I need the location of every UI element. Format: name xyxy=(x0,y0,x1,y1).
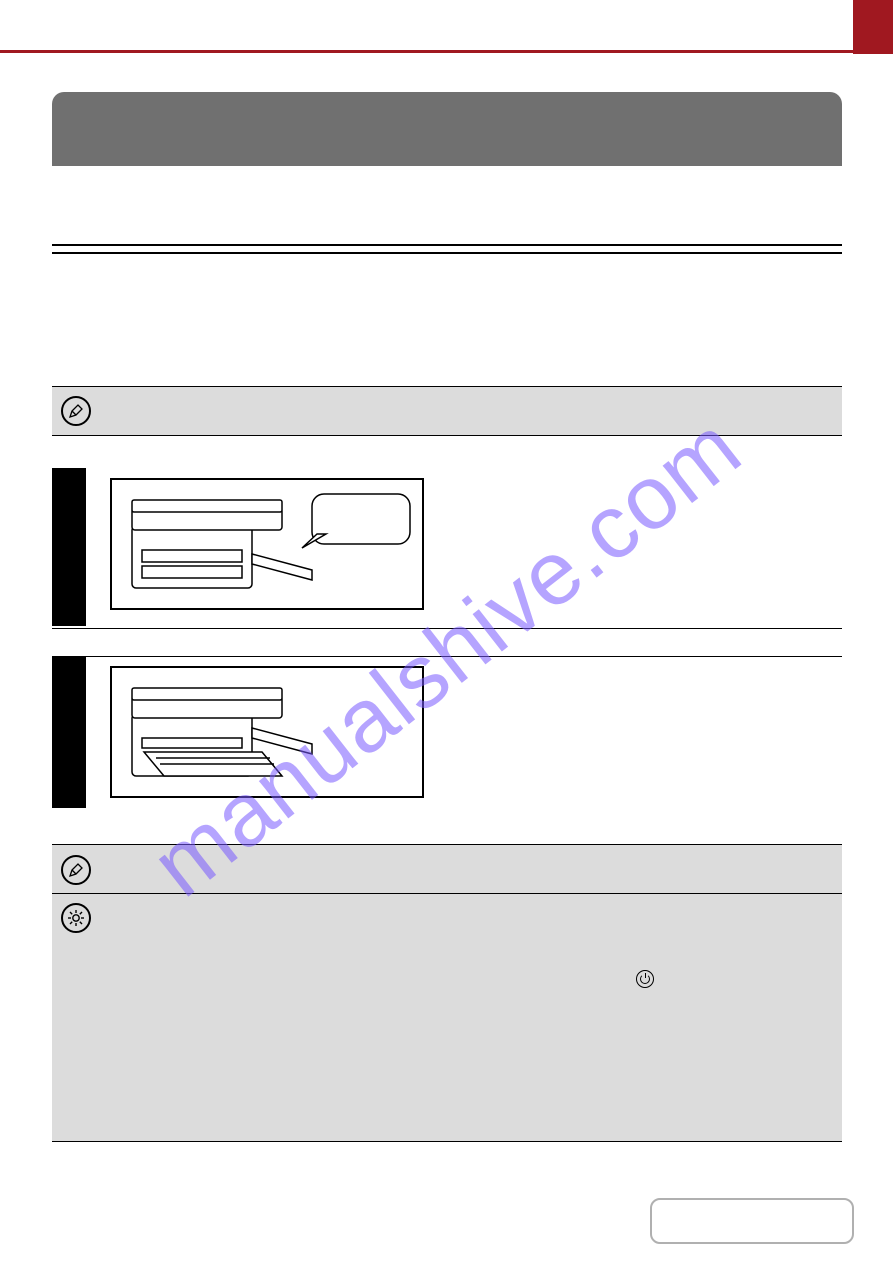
pencil-icon xyxy=(61,855,91,885)
pencil-icon xyxy=(61,396,91,426)
power-icon xyxy=(636,970,654,988)
printer-illustration xyxy=(112,668,422,796)
panel-divider xyxy=(52,893,842,894)
heading-rule xyxy=(52,244,842,254)
step-1-illustration xyxy=(110,478,424,610)
printer-illustration xyxy=(112,480,422,608)
contents-button[interactable] xyxy=(650,1198,854,1244)
note-bar xyxy=(52,386,842,436)
corner-accent xyxy=(853,0,893,54)
info-panel xyxy=(52,844,842,1142)
gear-icon xyxy=(61,903,91,933)
page: manualshive.com xyxy=(0,0,893,1263)
top-rule xyxy=(0,50,853,53)
step-number-tab xyxy=(52,468,86,626)
step-1-underline xyxy=(52,628,842,629)
step-number-tab xyxy=(52,656,86,808)
step-2-illustration xyxy=(110,666,424,798)
section-banner xyxy=(52,92,842,166)
step-2-overline xyxy=(52,656,842,657)
